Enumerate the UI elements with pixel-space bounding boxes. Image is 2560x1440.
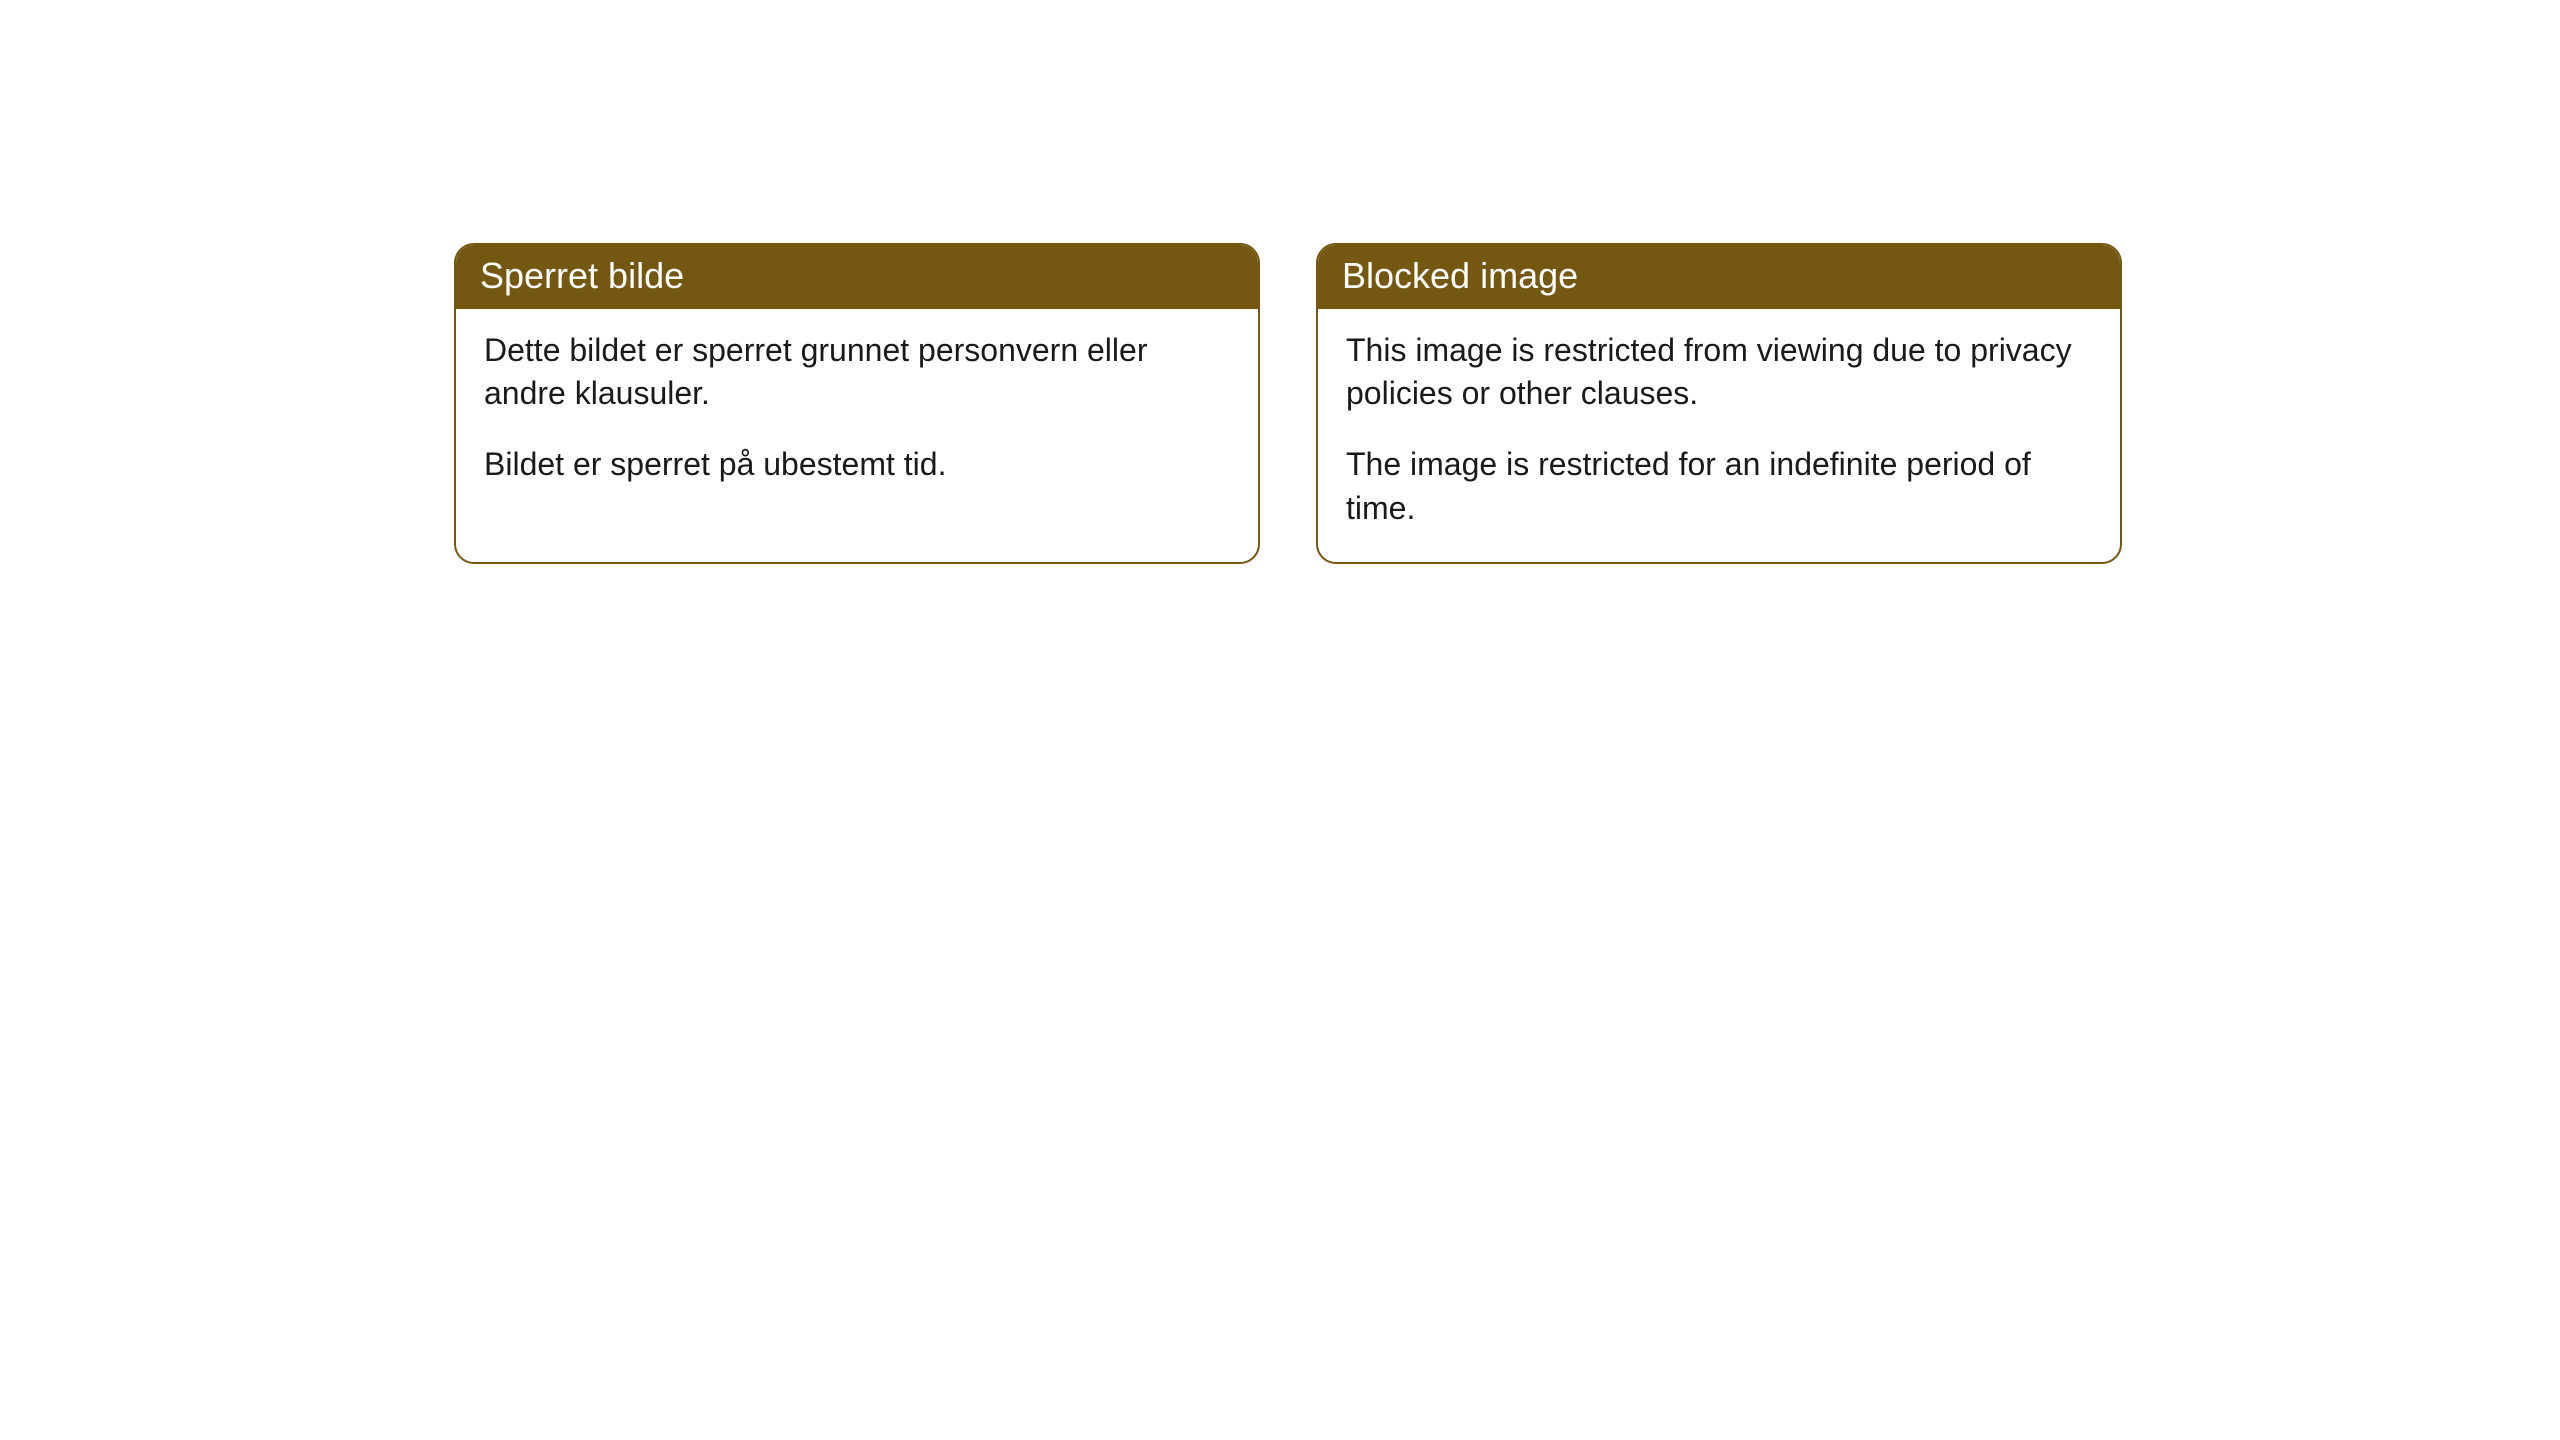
card-paragraph: This image is restricted from viewing du…	[1346, 329, 2092, 415]
notice-card-norwegian: Sperret bilde Dette bildet er sperret gr…	[454, 243, 1260, 564]
card-body: This image is restricted from viewing du…	[1318, 309, 2120, 562]
card-paragraph: The image is restricted for an indefinit…	[1346, 443, 2092, 529]
card-title: Blocked image	[1342, 255, 1578, 296]
card-paragraph: Bildet er sperret på ubestemt tid.	[484, 443, 1230, 486]
card-header: Sperret bilde	[456, 245, 1258, 309]
card-title: Sperret bilde	[480, 255, 684, 296]
notice-cards-container: Sperret bilde Dette bildet er sperret gr…	[454, 243, 2122, 564]
card-header: Blocked image	[1318, 245, 2120, 309]
card-body: Dette bildet er sperret grunnet personve…	[456, 309, 1258, 519]
card-paragraph: Dette bildet er sperret grunnet personve…	[484, 329, 1230, 415]
notice-card-english: Blocked image This image is restricted f…	[1316, 243, 2122, 564]
